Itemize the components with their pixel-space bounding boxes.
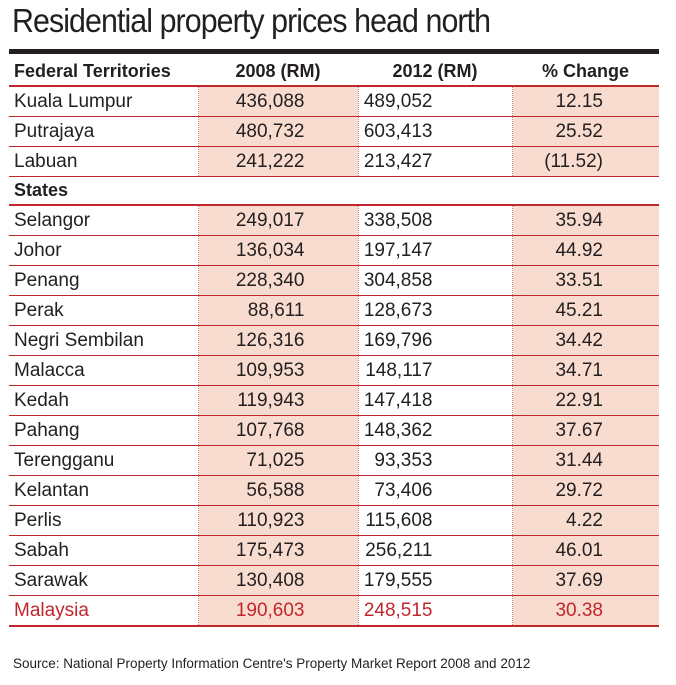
price-2012-cell: 128,673 [358,295,512,326]
price-2008-cell: 126,316 [197,325,359,356]
price-2008-cell: 88,611 [197,295,359,326]
change-cell: 22.91 [511,385,659,416]
price-2008-cell: 130,408 [197,565,359,596]
price-2012-cell: 148,117 [358,355,512,386]
price-2012-cell: 213,427 [358,146,512,177]
region-cell: Sarawak [9,565,198,596]
change-cell: 34.42 [511,325,659,356]
region-cell: Malacca [9,355,198,386]
header-2012: 2012 (RM) [358,58,512,87]
price-2008-cell: 71,025 [197,445,359,476]
change-cell: 30.38 [511,595,659,627]
table-row: Kuala Lumpur 436,088 489,052 12.15 [9,86,659,117]
change-cell: 31.44 [511,445,659,476]
table-row: Selangor 249,017 338,508 35.94 [9,205,659,236]
region-cell: Kedah [9,385,198,416]
change-cell: 12.15 [511,86,659,117]
table-row: Labuan 241,222 213,427 (11.52) [9,146,659,177]
region-cell: Perlis [9,505,198,536]
table-row: Penang 228,340 304,858 33.51 [9,265,659,296]
region-cell: Terengganu [9,445,198,476]
price-2012-cell: 73,406 [358,475,512,506]
price-2008-cell: 110,923 [197,505,359,536]
region-cell: Penang [9,265,198,296]
region-cell: Pahang [9,415,198,446]
change-cell: 37.69 [511,565,659,596]
price-2008-cell: 107,768 [197,415,359,446]
change-cell: 4.22 [511,505,659,536]
price-2008-cell: 136,034 [197,235,359,266]
change-cell: 45.21 [511,295,659,326]
change-cell: 35.94 [511,205,659,236]
price-2012-cell: 489,052 [358,86,512,117]
price-2008-cell: 480,732 [197,116,359,147]
table-body: Kuala Lumpur 436,088 489,052 12.15 Putrajaya… [9,86,659,627]
price-2012-cell: 179,555 [358,565,512,596]
table-row: Kelantan 56,588 73,406 29.72 [9,475,659,506]
header-2008: 2008 (RM) [198,58,358,87]
table-row: Pahang 107,768 148,362 37.67 [9,415,659,446]
price-2012-cell: 169,796 [358,325,512,356]
price-2008-cell: 249,017 [197,205,359,236]
title-rule [9,49,659,54]
price-2012-cell: 93,353 [358,445,512,476]
price-2012-cell: 304,858 [358,265,512,296]
total-row: Malaysia 190,603 248,515 30.38 [9,595,659,627]
table-row: Perak 88,611 128,673 45.21 [9,295,659,326]
header-row: Federal Territories 2008 (RM) 2012 (RM) … [9,58,659,87]
section-row: States [9,176,659,206]
change-cell: 29.72 [511,475,659,506]
table-row: Johor 136,034 197,147 44.92 [9,235,659,266]
price-2012-cell: 248,515 [358,595,512,627]
region-cell: Johor [9,235,198,266]
page-title: Residential property prices head north [12,2,491,39]
price-2008-cell: 119,943 [197,385,359,416]
price-2012-cell: 338,508 [358,205,512,236]
price-2012-cell: 115,608 [358,505,512,536]
price-2008-cell: 109,953 [197,355,359,386]
price-2008-cell: 190,603 [197,595,359,627]
header-region: Federal Territories [9,58,198,87]
header-change: % Change [512,58,659,87]
region-cell: Sabah [9,535,198,566]
change-cell: (11.52) [511,146,659,177]
price-2012-cell: 148,362 [358,415,512,446]
region-cell: Selangor [9,205,198,236]
table-row: Sabah 175,473 256,211 46.01 [9,535,659,566]
change-cell: 33.51 [511,265,659,296]
price-2008-cell: 228,340 [197,265,359,296]
change-cell: 25.52 [511,116,659,147]
table-row: Negri Sembilan 126,316 169,796 34.42 [9,325,659,356]
region-cell: Putrajaya [9,116,198,147]
change-cell: 37.67 [511,415,659,446]
change-cell: 34.71 [511,355,659,386]
region-cell: Perak [9,295,198,326]
price-2012-cell: 256,211 [358,535,512,566]
source-note: Source: National Property Information Ce… [13,656,531,671]
table-row: Sarawak 130,408 179,555 37.69 [9,565,659,596]
price-2012-cell: 603,413 [358,116,512,147]
price-2008-cell: 56,588 [197,475,359,506]
price-2008-cell: 175,473 [197,535,359,566]
change-cell: 44.92 [511,235,659,266]
section-label: States [9,176,659,206]
price-2008-cell: 436,088 [197,86,359,117]
table-row: Kedah 119,943 147,418 22.91 [9,385,659,416]
change-cell: 46.01 [511,535,659,566]
table-row: Perlis 110,923 115,608 4.22 [9,505,659,536]
region-cell: Malaysia [9,595,198,627]
region-cell: Kelantan [9,475,198,506]
table-row: Malacca 109,953 148,117 34.71 [9,355,659,386]
region-cell: Kuala Lumpur [9,86,198,117]
price-2012-cell: 147,418 [358,385,512,416]
price-2008-cell: 241,222 [197,146,359,177]
region-cell: Labuan [9,146,198,177]
region-cell: Negri Sembilan [9,325,198,356]
price-table: Federal Territories 2008 (RM) 2012 (RM) … [9,58,659,627]
table-row: Putrajaya 480,732 603,413 25.52 [9,116,659,147]
table-row: Terengganu 71,025 93,353 31.44 [9,445,659,476]
price-2012-cell: 197,147 [358,235,512,266]
